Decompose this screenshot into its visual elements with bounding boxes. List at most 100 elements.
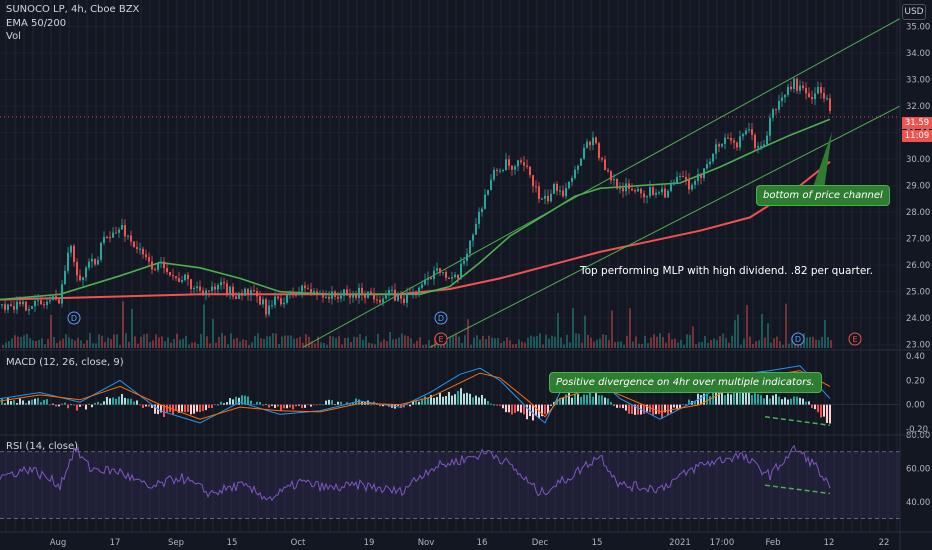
- macd-histogram-bar: [577, 394, 579, 405]
- candle-body: [634, 190, 636, 192]
- volume-bar: [461, 343, 463, 348]
- volume-bar: [35, 341, 37, 348]
- macd-histogram-bar: [787, 399, 789, 405]
- macd-histogram-bar: [70, 404, 72, 406]
- volume-bar: [137, 343, 139, 348]
- macd-histogram-bar: [313, 404, 315, 406]
- candle-body: [229, 286, 231, 295]
- macd-histogram-bar: [7, 398, 9, 405]
- volume-bar: [377, 333, 379, 348]
- macd-histogram-bar: [268, 404, 270, 408]
- volume-bar: [494, 338, 496, 348]
- price-tick-label: 35.00: [906, 23, 930, 33]
- candle-body: [22, 301, 24, 305]
- macd-histogram-bar: [823, 404, 825, 417]
- candle-body: [466, 253, 468, 261]
- currency-button[interactable]: USD: [902, 4, 926, 20]
- macd-histogram-bar: [22, 400, 24, 405]
- volume-bar: [761, 314, 763, 348]
- volume-bar: [176, 333, 178, 348]
- volume-bar: [98, 334, 100, 348]
- volume-bar: [482, 335, 484, 348]
- candle-body: [130, 235, 132, 242]
- price-tick-label: 33.00: [906, 76, 930, 86]
- candle-body: [202, 290, 204, 296]
- macd-histogram-bar: [262, 404, 264, 406]
- candle-body: [616, 179, 618, 189]
- volume-bar: [95, 343, 97, 348]
- candle-body: [436, 268, 438, 271]
- volume-bar: [335, 337, 337, 348]
- macd-histogram-bar: [637, 404, 639, 415]
- candle-body: [25, 301, 27, 311]
- macd-histogram-bar: [118, 396, 120, 405]
- candle-body: [379, 299, 381, 303]
- candle-body: [442, 272, 444, 274]
- macd-histogram-bar: [154, 404, 156, 414]
- candle-body: [265, 299, 267, 315]
- candle-body: [289, 292, 291, 296]
- macd-histogram-bar: [91, 404, 93, 408]
- candle-body: [805, 88, 807, 94]
- macd-histogram-bar: [415, 400, 417, 405]
- macd-histogram-bar: [280, 404, 282, 411]
- candle-body: [715, 144, 717, 154]
- candle-body: [601, 157, 603, 160]
- candle-body: [43, 304, 45, 306]
- macd-histogram-bar: [745, 391, 747, 405]
- volume-bar: [341, 344, 343, 348]
- volume-bars: [2, 301, 832, 348]
- macd-tick-label: -0.20: [906, 425, 928, 435]
- candle-body: [235, 296, 237, 299]
- macd-histogram-bar: [490, 403, 492, 405]
- candle-body: [778, 100, 780, 110]
- candle-body: [523, 162, 525, 166]
- macd-histogram-bar: [658, 404, 660, 415]
- volume-bar: [593, 341, 595, 348]
- macd-histogram-bar: [265, 404, 267, 406]
- macd-histogram-bar: [382, 404, 384, 407]
- macd-histogram-bar: [439, 393, 441, 405]
- volume-bar: [29, 338, 31, 348]
- volume-bar: [497, 338, 499, 348]
- macd-histogram-bar: [259, 402, 261, 405]
- candle-body: [478, 211, 480, 224]
- volume-bar: [746, 305, 748, 348]
- macd-panel: -0.20 0.00 0.20 0.40: [0, 352, 928, 435]
- volume-bar: [467, 319, 469, 348]
- volume-bar: [44, 344, 46, 348]
- volume-bar: [353, 336, 355, 348]
- macd-histogram-bar: [634, 404, 636, 415]
- candle-body: [673, 182, 675, 185]
- x-tick-label: 19: [364, 538, 375, 548]
- macd-histogram-bar: [148, 404, 150, 407]
- volume-bar: [146, 333, 148, 348]
- volume-bar: [614, 342, 616, 348]
- candle-body: [460, 263, 462, 279]
- volume-bar: [476, 335, 478, 348]
- volume-bar: [596, 339, 598, 348]
- volume-bar: [692, 326, 694, 348]
- candle-body: [505, 159, 507, 171]
- macd-histogram-bar: [718, 391, 720, 405]
- volume-bar: [713, 338, 715, 348]
- macd-histogram-bar: [631, 404, 633, 415]
- candle-body: [286, 295, 288, 303]
- candle-body: [631, 188, 633, 191]
- volume-bar: [296, 338, 298, 348]
- volume-bar: [278, 344, 280, 348]
- volume-bar: [452, 335, 454, 348]
- candle-body: [331, 291, 333, 299]
- macd-histogram-bar: [190, 404, 192, 415]
- macd-histogram-bar: [655, 404, 657, 415]
- macd-histogram-bar: [784, 397, 786, 405]
- volume-bar: [527, 337, 529, 348]
- macd-histogram-bar: [829, 404, 831, 424]
- volume-bar: [128, 341, 130, 348]
- volume-bar: [656, 336, 658, 348]
- volume-bar: [464, 335, 466, 348]
- volume-bar: [503, 340, 505, 348]
- candle-body: [610, 171, 612, 181]
- candle-body: [607, 169, 609, 172]
